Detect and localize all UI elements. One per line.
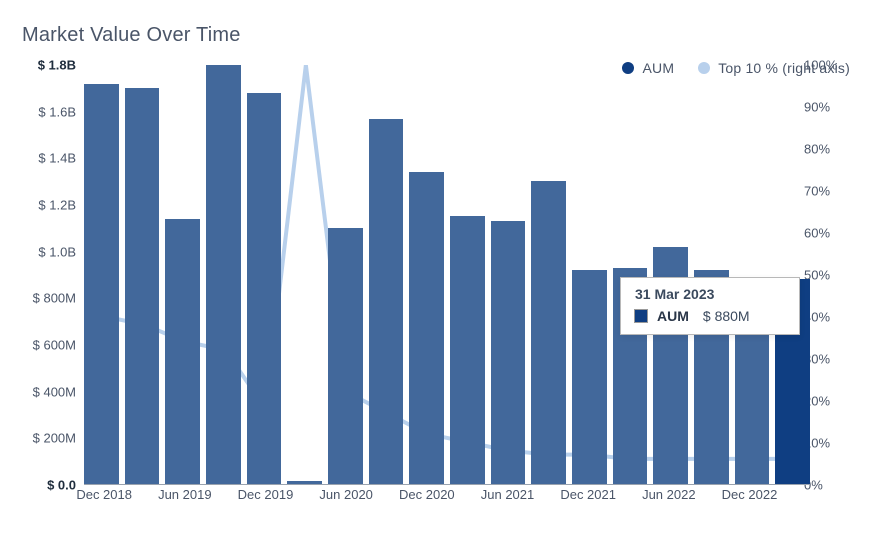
tooltip: 31 Mar 2023 AUM $ 880M [620, 277, 800, 335]
bar[interactable] [531, 181, 566, 484]
bar[interactable] [491, 221, 526, 484]
x-tick: Dec 2021 [560, 487, 616, 502]
y-tick: 60% [804, 226, 860, 241]
bar[interactable] [84, 84, 119, 484]
bar[interactable] [328, 228, 363, 484]
y-tick: $ 400M [20, 384, 76, 399]
y-tick: 20% [804, 394, 860, 409]
bar[interactable] [125, 88, 160, 484]
x-tick: Dec 2020 [399, 487, 455, 502]
bar[interactable] [409, 172, 444, 484]
x-tick: Dec 2018 [76, 487, 132, 502]
bar-series [84, 65, 810, 484]
bar[interactable] [450, 216, 485, 484]
y-tick: $ 1.8B [20, 58, 76, 73]
x-tick: Jun 2021 [481, 487, 535, 502]
bar[interactable] [287, 481, 322, 484]
y-tick: $ 1.2B [20, 198, 76, 213]
y-tick: 100% [804, 58, 860, 73]
tooltip-series-name: AUM [657, 308, 689, 324]
chart-title: Market Value Over Time [22, 24, 860, 47]
y-tick: $ 600M [20, 338, 76, 353]
chart-container: Market Value Over Time AUM Top 10 % (rig… [0, 0, 880, 535]
y-tick: $ 1.0B [20, 244, 76, 259]
tooltip-row: AUM $ 880M [635, 308, 785, 324]
x-tick: Jun 2022 [642, 487, 696, 502]
x-axis: Dec 2018Jun 2019Dec 2019Jun 2020Dec 2020… [84, 485, 810, 505]
bar[interactable] [165, 219, 200, 484]
x-tick: Dec 2019 [238, 487, 294, 502]
y-tick: 50% [804, 268, 860, 283]
y-tick: 80% [804, 142, 860, 157]
plot: $ 0.0 $ 200M $ 400M $ 600M $ 800M $ 1.0B $ 1.2… [20, 65, 860, 505]
tooltip-value: $ 880M [703, 308, 750, 324]
y-tick: $ 1.6B [20, 104, 76, 119]
y-tick: $ 800M [20, 291, 76, 306]
bar[interactable] [572, 270, 607, 484]
bar[interactable] [369, 119, 404, 484]
y-tick: 10% [804, 436, 860, 451]
x-tick: Dec 2022 [722, 487, 778, 502]
y-tick: 0% [804, 478, 860, 493]
y-tick: $ 0.0 [20, 478, 76, 493]
y-tick: 30% [804, 352, 860, 367]
y-tick: $ 200M [20, 431, 76, 446]
y-tick: 90% [804, 100, 860, 115]
y-tick: $ 1.4B [20, 151, 76, 166]
bar[interactable] [247, 93, 282, 484]
plot-area[interactable] [84, 65, 810, 485]
tooltip-title: 31 Mar 2023 [635, 286, 785, 302]
x-tick: Jun 2020 [319, 487, 373, 502]
y-tick: 70% [804, 184, 860, 199]
y-tick: 40% [804, 310, 860, 325]
y-axis-left: $ 0.0$ 200M$ 400M$ 600M$ 800M$ 1.0B$ 1.2… [20, 65, 80, 485]
x-tick: Jun 2019 [158, 487, 212, 502]
tooltip-swatch-icon [635, 310, 647, 322]
bar[interactable] [206, 65, 241, 484]
